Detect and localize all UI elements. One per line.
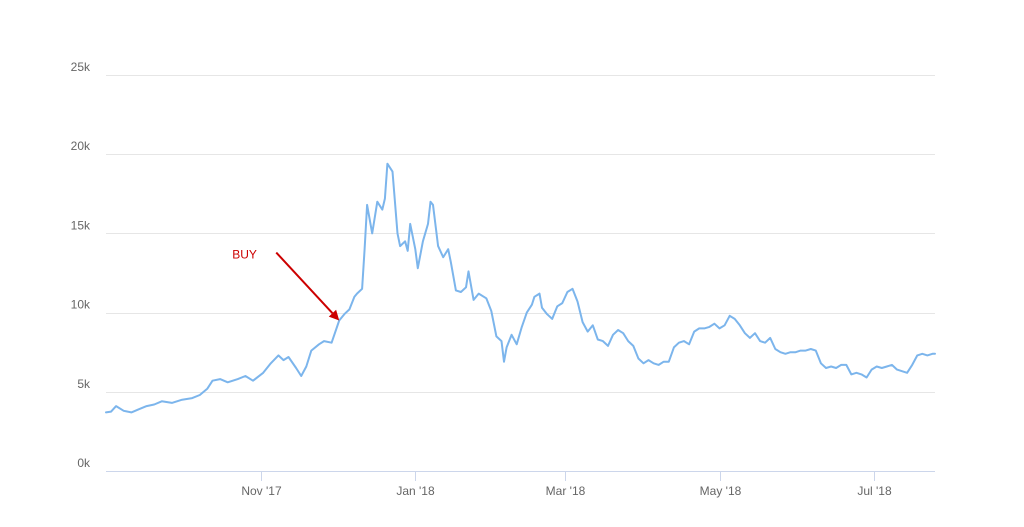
x-tick-label: May '18 bbox=[700, 484, 742, 498]
grid-layer bbox=[106, 75, 935, 393]
x-tick-label: Jul '18 bbox=[857, 484, 892, 498]
x-tick-label: Jan '18 bbox=[396, 484, 435, 498]
y-tick-label: 20k bbox=[71, 139, 91, 153]
x-axis bbox=[106, 471, 935, 481]
annotation-layer: BUY bbox=[232, 248, 340, 321]
series-line bbox=[105, 162, 936, 414]
y-tick-label: 5k bbox=[77, 377, 91, 391]
x-tick-label: Nov '17 bbox=[241, 484, 282, 498]
y-tick-label: 10k bbox=[71, 298, 91, 312]
annotation-buy-label: BUY bbox=[232, 248, 257, 262]
annotation-arrow bbox=[275, 251, 334, 314]
annotation-arrowhead bbox=[328, 309, 340, 321]
y-axis-labels: 0k 5k 10k 15k 20k 25k bbox=[71, 60, 91, 470]
y-tick-label: 15k bbox=[71, 218, 91, 232]
series-layer bbox=[105, 162, 936, 414]
x-tick-label: Mar '18 bbox=[546, 484, 586, 498]
y-tick-label: 25k bbox=[71, 60, 91, 74]
y-tick-label: 0k bbox=[77, 456, 91, 470]
x-axis-labels: Nov '17 Jan '18 Mar '18 May '18 Jul '18 bbox=[241, 484, 892, 498]
